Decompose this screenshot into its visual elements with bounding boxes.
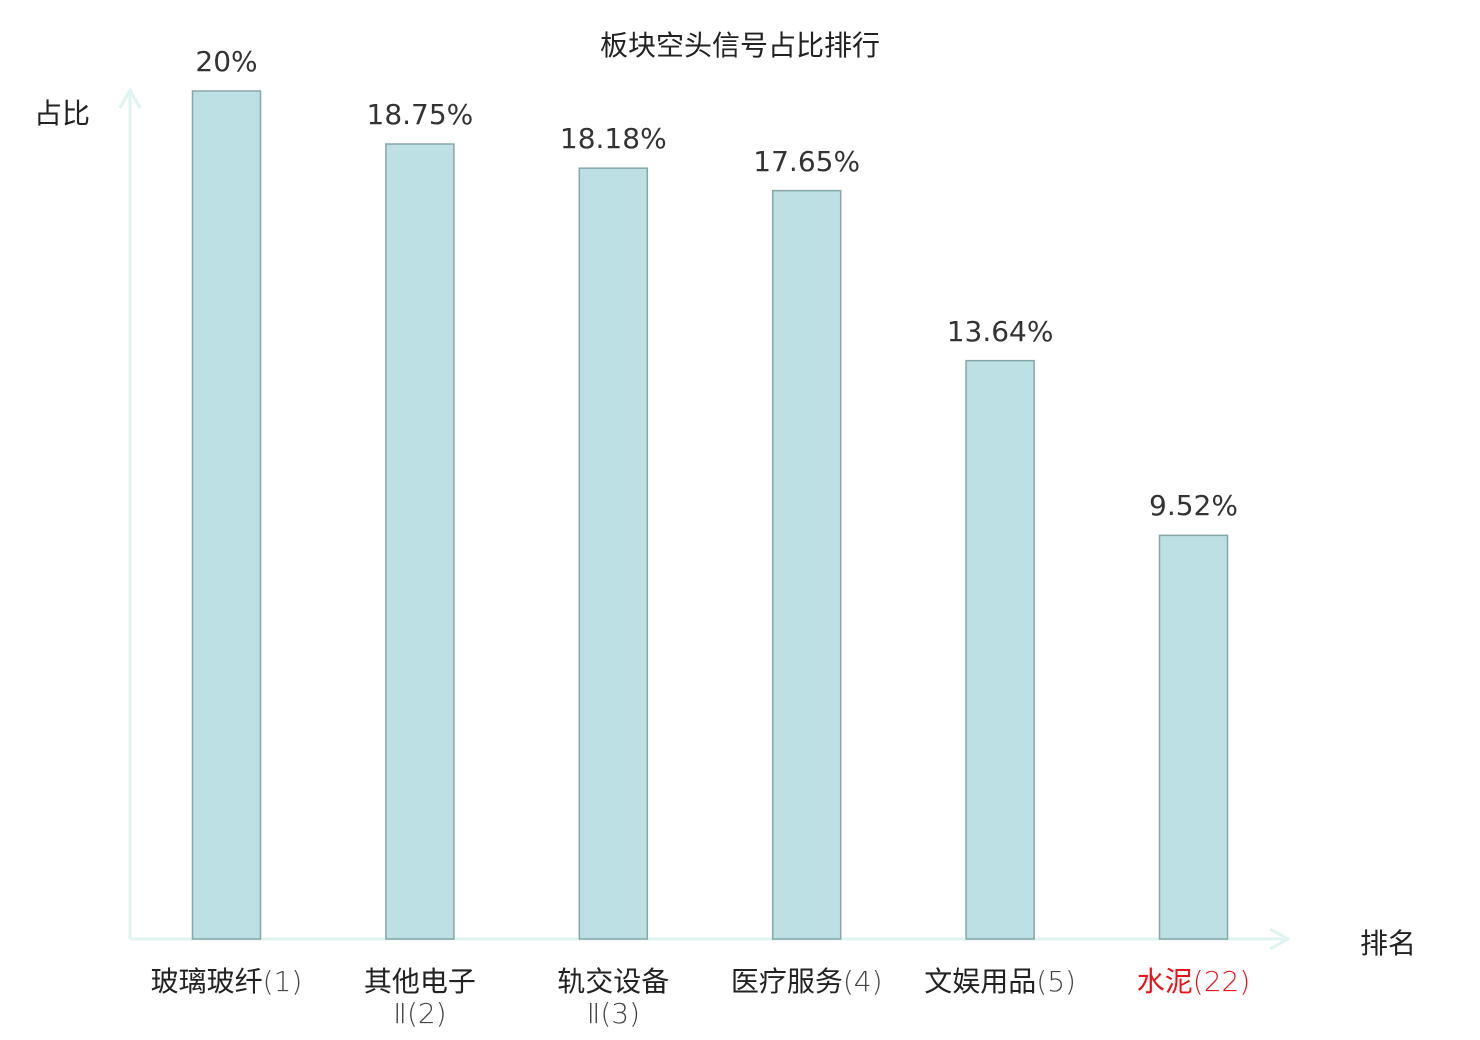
category-name: 医疗服务: [730, 965, 843, 998]
category-label: 其他电子 Ⅱ(2): [320, 966, 520, 1030]
category-rank: Ⅱ(2): [393, 997, 447, 1030]
value-label: 13.64%: [946, 314, 1054, 348]
category-name: 轨交设备: [557, 965, 670, 998]
x-axis-label: 排名: [1360, 927, 1417, 960]
category-label: 轨交设备 Ⅱ(3): [513, 966, 713, 1030]
category-rank: (1): [262, 965, 303, 998]
bar: [1158, 534, 1229, 940]
value-label: 9.52%: [1149, 489, 1238, 523]
category-rank: (22): [1192, 965, 1251, 998]
bar: [771, 189, 842, 940]
category-name: 水泥: [1136, 965, 1193, 998]
bar: [578, 167, 649, 940]
category-rank: Ⅱ(3): [586, 997, 641, 1030]
value-label: 17.65%: [753, 144, 861, 178]
category-name: 玻璃玻纤: [150, 965, 263, 998]
y-axis-label: 占比: [34, 97, 91, 130]
category-name: 文娱用品: [924, 965, 1037, 998]
value-label: 18.75%: [366, 98, 474, 131]
category-name: 其他电子: [363, 965, 476, 998]
category-label: 医疗服务(4): [707, 966, 907, 998]
value-label: 20%: [195, 45, 258, 78]
bar: [385, 143, 455, 940]
category-rank: (4): [842, 965, 883, 998]
chart-title: 板块空头信号占比排行: [599, 29, 880, 62]
category-rank: (5): [1036, 965, 1076, 998]
category-label: 水泥(22): [1094, 966, 1294, 998]
category-label: 文娱用品(5): [900, 966, 1100, 998]
value-label: 18.18%: [559, 122, 667, 156]
bar: [965, 359, 1035, 940]
x-axis-arrow: [1269, 927, 1292, 951]
category-label: 玻璃玻纤(1): [127, 966, 327, 998]
y-axis-arrow: [118, 86, 142, 109]
bar: [191, 90, 262, 940]
